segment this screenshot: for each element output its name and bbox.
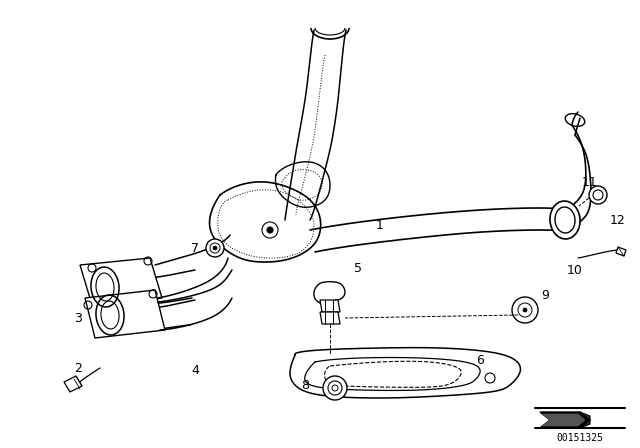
Polygon shape [616,247,626,256]
Circle shape [267,227,273,233]
Circle shape [213,246,217,250]
Circle shape [323,376,347,400]
Polygon shape [64,376,82,392]
Polygon shape [580,412,590,428]
Circle shape [512,297,538,323]
Text: 1: 1 [376,219,384,232]
Circle shape [206,239,224,257]
Text: 9: 9 [541,289,549,302]
Text: 5: 5 [354,262,362,275]
Polygon shape [540,412,590,428]
Polygon shape [320,312,340,324]
Ellipse shape [96,295,124,335]
Ellipse shape [91,267,119,307]
Circle shape [589,186,607,204]
Text: 2: 2 [74,362,82,375]
Ellipse shape [550,201,580,239]
Text: 11: 11 [582,176,598,189]
Text: 6: 6 [476,353,484,366]
Ellipse shape [555,207,575,233]
Polygon shape [320,300,340,312]
Polygon shape [85,290,165,338]
Text: 00151325: 00151325 [557,433,604,443]
Polygon shape [80,258,162,305]
Circle shape [523,308,527,312]
Text: 12: 12 [610,214,626,227]
Text: 8: 8 [301,379,309,392]
Text: 10: 10 [567,263,583,276]
Text: 3: 3 [74,311,82,324]
Text: 4: 4 [191,363,199,376]
Polygon shape [543,414,585,426]
Text: 7: 7 [191,241,199,254]
